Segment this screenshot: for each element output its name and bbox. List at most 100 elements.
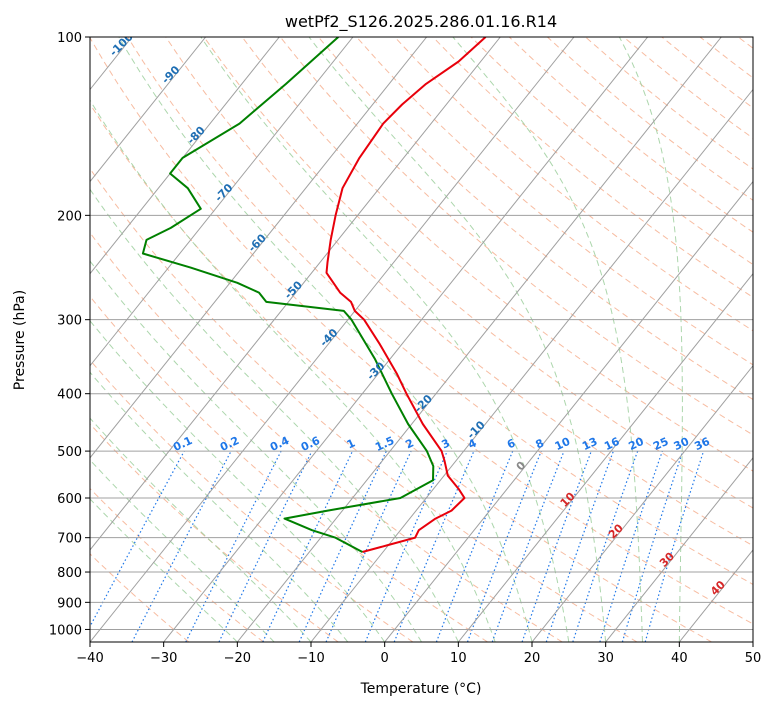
dry-adiabat	[432, 37, 753, 298]
y-tick-label: 1000	[49, 623, 82, 638]
mixing-ratio-label: 10	[553, 435, 573, 453]
y-tick-label: 200	[57, 209, 82, 224]
mixing-ratio-line	[185, 450, 282, 642]
mixing-ratio-line	[466, 450, 542, 642]
isotherm-line	[236, 37, 722, 642]
mixing-ratio-line	[572, 450, 639, 642]
mixing-ratio-line	[621, 450, 684, 642]
dry-adiabat	[699, 37, 753, 79]
isotherm-line	[90, 37, 501, 551]
isotherm-line	[90, 37, 428, 459]
dry-adiabat	[318, 37, 753, 401]
x-tick-label: 20	[524, 651, 541, 666]
isotherm-line	[90, 37, 280, 275]
dry-adiabat	[394, 37, 753, 332]
isotherm-line	[752, 641, 753, 642]
x-tick-label: −10	[297, 651, 324, 666]
moist-adiabat	[90, 99, 496, 642]
dry-adiabat	[547, 37, 753, 201]
temperature-profile	[325, 37, 487, 553]
warm-isotherm-label: 20	[606, 521, 626, 541]
y-tick-label: 500	[57, 445, 82, 460]
x-tick-label: −40	[76, 651, 103, 666]
warm-isotherm-label: 40	[708, 578, 728, 598]
dry-adiabat	[90, 423, 339, 642]
mixing-ratio-line	[644, 450, 705, 642]
isotherm-label: -40	[317, 326, 340, 349]
x-tick-label: 30	[597, 651, 614, 666]
x-tick-label: 10	[450, 651, 467, 666]
mixing-ratio-label: 6	[505, 436, 518, 451]
isotherm-label: -80	[185, 124, 208, 147]
chart-title: wetPf2_S126.2025.286.01.16.R14	[285, 12, 557, 32]
mixing-ratio-line	[90, 450, 185, 628]
isotherm-line	[90, 37, 207, 183]
moist-adiabat	[200, 37, 570, 642]
mixing-ratio-line	[298, 450, 387, 642]
dewpoint-profile	[141, 37, 435, 553]
y-tick-label: 700	[57, 532, 82, 547]
dry-adiabat	[90, 231, 563, 642]
y-tick-label: 600	[57, 492, 82, 507]
mixing-ratio-line	[545, 450, 614, 642]
isotherm-line	[90, 37, 575, 642]
mixing-ratio-line	[262, 450, 354, 642]
mixing-ratio-label: 16	[602, 435, 622, 453]
x-axis-label: Temperature (°C)	[360, 681, 482, 697]
mixing-ratio-line	[491, 450, 565, 642]
mixing-ratio-label: 36	[692, 435, 712, 453]
plot-frame	[89, 36, 754, 643]
mixing-ratio-label: 20	[626, 435, 646, 453]
moist-adiabat	[90, 459, 275, 642]
isotherm-line	[678, 549, 753, 642]
moist-adiabat	[308, 37, 607, 642]
moist-adiabat	[618, 37, 683, 642]
isotherm-line	[163, 37, 649, 642]
dry-adiabat	[203, 37, 753, 509]
mixing-ratio-label: 25	[651, 435, 670, 453]
moist-adiabat	[90, 320, 386, 642]
y-tick-label: 400	[57, 388, 82, 403]
moist-adiabat	[90, 188, 459, 642]
x-tick-label: 50	[745, 651, 762, 666]
x-tick-label: 40	[671, 651, 688, 666]
warm-isotherm-label: 0	[514, 458, 529, 473]
x-tick-label: −20	[224, 651, 251, 666]
isotherm-label: -70	[212, 181, 235, 204]
dry-adiabat	[90, 37, 753, 625]
isotherm-line	[90, 37, 354, 367]
x-tick-label: −30	[150, 651, 177, 666]
isotherm-label: -100	[107, 30, 136, 59]
moist-adiabat	[90, 371, 349, 642]
isotherm-line	[605, 457, 753, 642]
mixing-ratio-label: 13	[580, 435, 599, 453]
mixing-ratio-line	[599, 450, 663, 642]
dry-adiabat	[165, 37, 753, 547]
dry-adiabat	[470, 37, 753, 266]
isotherm-line	[457, 272, 753, 642]
mixing-ratio-label: 30	[672, 435, 692, 453]
dry-adiabat	[127, 37, 753, 586]
mixing-ratio-line	[521, 450, 592, 642]
mixing-ratio-line	[218, 450, 313, 642]
dry-adiabat	[90, 103, 712, 642]
isotherm-line	[0, 37, 58, 642]
y-tick-label: 100	[57, 31, 82, 46]
dry-adiabat	[90, 295, 488, 642]
y-axis-label: Pressure (hPa)	[12, 290, 28, 390]
y-tick-label: 300	[57, 314, 82, 329]
dry-adiabat	[90, 167, 638, 642]
isotherm-label: -50	[282, 278, 305, 301]
dry-adiabat	[90, 487, 264, 642]
isotherm-line	[384, 180, 753, 642]
mixing-ratio-label: 8	[534, 436, 546, 451]
dry-adiabat	[90, 553, 190, 642]
moist-adiabat	[452, 37, 643, 642]
mixing-ratio-label: 2	[403, 436, 415, 451]
dry-adiabat	[508, 37, 753, 233]
dry-adiabat	[737, 37, 753, 49]
mixing-ratio-line	[325, 450, 412, 642]
y-tick-label: 900	[57, 596, 82, 611]
dry-adiabat	[356, 37, 753, 366]
